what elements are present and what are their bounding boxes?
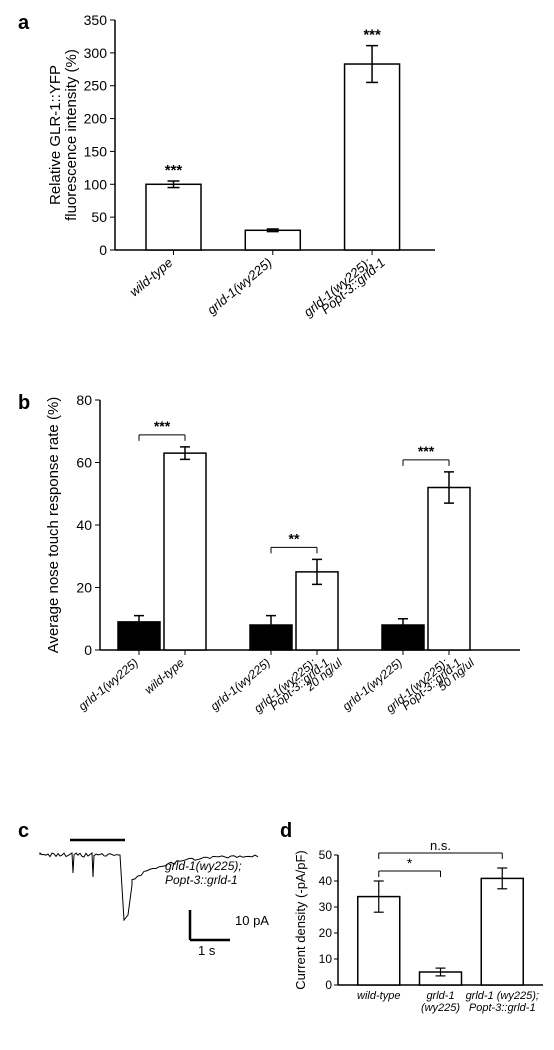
svg-text:grld-1: grld-1 [426, 990, 454, 1002]
svg-text:wild-type: wild-type [126, 255, 175, 299]
svg-text:Popt-3::grld-1: Popt-3::grld-1 [165, 873, 238, 887]
panel-b-chart: 0 20 40 60 80 Average nose touch response rat… [40, 390, 540, 810]
svg-text:Average nose touch response ra: Average nose touch response rate (%) [45, 397, 62, 654]
svg-text:fluorescence intensity (%): fluorescence intensity (%) [63, 49, 80, 221]
panel-a-chart: 0 50 100 150 200 250 300 350Relative GLR-1::YFP… [40, 10, 470, 380]
svg-text:Current density (-pA/pF): Current density (-pA/pF) [293, 850, 308, 989]
svg-text:10: 10 [319, 952, 333, 966]
svg-text:20: 20 [76, 580, 92, 596]
panel-d-chart: 0 10 20 30 40 50 Current density (-pA/pF) wild-… [290, 825, 550, 1045]
svg-text:***: *** [154, 418, 171, 434]
svg-text:grld-1(wy225);: grld-1(wy225); [301, 255, 375, 320]
svg-text:20: 20 [319, 926, 333, 940]
svg-text:wild-type: wild-type [357, 990, 400, 1002]
svg-text:80: 80 [76, 392, 92, 408]
svg-text:Relative GLR-1::YFP: Relative GLR-1::YFP [47, 65, 64, 205]
svg-text:200: 200 [84, 111, 108, 127]
panel-b-label: b [18, 392, 30, 415]
svg-text:150: 150 [84, 143, 108, 159]
svg-text:10 pA: 10 pA [235, 913, 269, 928]
svg-text:60: 60 [76, 455, 92, 471]
svg-text:30: 30 [319, 900, 333, 914]
svg-text:40: 40 [319, 874, 333, 888]
svg-text:50: 50 [319, 848, 333, 862]
svg-text:grld-1(wy225): grld-1(wy225) [204, 255, 275, 318]
svg-text:grld-1 (wy225);: grld-1 (wy225); [466, 990, 539, 1002]
svg-text:***: *** [418, 443, 435, 459]
panel-a-label: a [18, 12, 29, 35]
svg-text:(wy225): (wy225) [421, 1002, 460, 1014]
svg-text:n.s.: n.s. [430, 838, 451, 853]
svg-text:**: ** [289, 530, 300, 546]
svg-text:0: 0 [325, 978, 332, 992]
svg-text:*: * [407, 855, 413, 871]
svg-text:***: *** [165, 162, 183, 179]
svg-text:0: 0 [84, 642, 92, 658]
svg-text:100: 100 [84, 176, 108, 192]
svg-text:wild-type: wild-type [142, 655, 188, 696]
svg-text:grld-1(wy225): grld-1(wy225) [76, 656, 141, 714]
svg-text:***: *** [363, 27, 381, 44]
svg-text:50: 50 [91, 209, 107, 225]
svg-text:0: 0 [99, 242, 107, 258]
panel-c-trace: grld-1(wy225);Popt-3::grld-110 pA1 s [30, 825, 280, 975]
svg-text:300: 300 [84, 45, 108, 61]
svg-text:grld-1(wy225);: grld-1(wy225); [165, 859, 242, 873]
svg-text:Popt-3::grld-1: Popt-3::grld-1 [469, 1002, 536, 1014]
svg-text:40: 40 [76, 517, 92, 533]
svg-text:1 s: 1 s [198, 943, 216, 958]
panel-c-label: c [18, 820, 29, 843]
svg-text:350: 350 [84, 12, 108, 28]
svg-text:250: 250 [84, 78, 108, 94]
